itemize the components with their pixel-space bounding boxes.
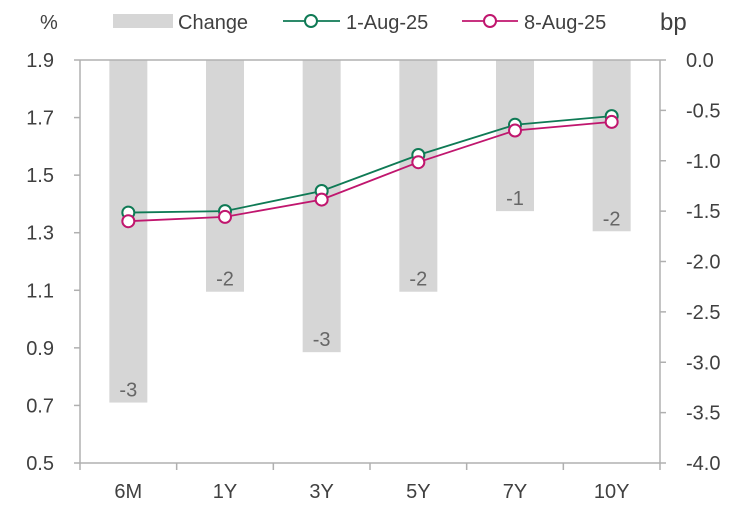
- right-tick-label: -1.0: [686, 151, 720, 173]
- right-tick-label: -2.0: [686, 252, 720, 274]
- x-tick-label-1Y: 1Y: [213, 481, 237, 503]
- bar-labels-layer: -3 -2 -3 -2 -1 -2: [119, 188, 620, 401]
- right-axis-unit: bp: [660, 9, 687, 36]
- legend-label-change: Change: [178, 12, 248, 34]
- bar-10Y: [592, 60, 631, 232]
- legend-label-1-aug-25: 1-Aug-25: [346, 12, 428, 34]
- x-tick-label-5Y: 5Y: [406, 481, 430, 503]
- right-tick-label: -3.0: [686, 352, 720, 374]
- right-tick-label: -1.5: [686, 201, 720, 223]
- left-tick-label: 1.7: [26, 108, 54, 130]
- bar-5Y: [399, 60, 438, 292]
- point-8-Aug-25-5Y: [411, 155, 426, 170]
- right-tick-label: -3.5: [686, 403, 720, 425]
- legend-marker-1-aug-25: [304, 14, 318, 28]
- left-tick-label: 1.3: [26, 223, 54, 245]
- x-tick-label-3Y: 3Y: [309, 481, 333, 503]
- bar-data-label-6M: -3: [119, 380, 137, 402]
- left-tick-label: 0.5: [26, 453, 54, 475]
- point-8-Aug-25-7Y: [508, 123, 522, 138]
- legend-swatch-change: [113, 14, 173, 28]
- x-tick-label-10Y: 10Y: [594, 481, 630, 503]
- left-tick-label: 0.7: [26, 395, 54, 417]
- left-tick-label: 1.9: [26, 50, 54, 72]
- axes-layer: 0.5 0.7 0.9 1.1 1.3 1.5 1.7 1.9 -4.0 -3.5 -3.0 -2.5…: [26, 9, 720, 503]
- bar-data-label-10Y: -2: [603, 208, 621, 230]
- line-series-1: [128, 120, 612, 223]
- right-tick-label: 0.0: [686, 50, 714, 72]
- right-tick-label: -4.0: [686, 453, 720, 475]
- point-8-Aug-25-1Y: [218, 209, 232, 224]
- line-series-0: [128, 115, 612, 214]
- legend: Change 1-Aug-25 8-Aug-25: [113, 12, 606, 34]
- bar-6M: [109, 60, 148, 403]
- point-8-Aug-25-3Y: [314, 192, 329, 207]
- bar-1Y: [206, 60, 244, 292]
- left-tick-label: 1.1: [26, 280, 54, 302]
- legend-marker-8-aug-25: [483, 14, 497, 28]
- left-tick-label: 0.9: [26, 338, 54, 360]
- bar-data-label-7Y: -1: [506, 188, 524, 210]
- right-tick-label: -2.5: [686, 302, 720, 324]
- right-tick-label: -0.5: [686, 100, 720, 122]
- x-tick-label-6M: 6M: [114, 481, 142, 503]
- bar-data-label-3Y: -3: [313, 329, 331, 351]
- legend-label-8-aug-25: 8-Aug-25: [524, 12, 606, 34]
- lines-layer: [121, 109, 619, 229]
- x-tick-label-7Y: 7Y: [503, 481, 527, 503]
- bar-data-label-1Y: -2: [216, 269, 234, 291]
- point-8-Aug-25-6M: [121, 214, 136, 229]
- left-axis-unit: %: [40, 12, 58, 34]
- point-8-Aug-25-10Y: [604, 114, 619, 129]
- left-tick-label: 1.5: [26, 165, 54, 187]
- bars-layer: [109, 60, 631, 403]
- bar-data-label-5Y: -2: [409, 269, 427, 291]
